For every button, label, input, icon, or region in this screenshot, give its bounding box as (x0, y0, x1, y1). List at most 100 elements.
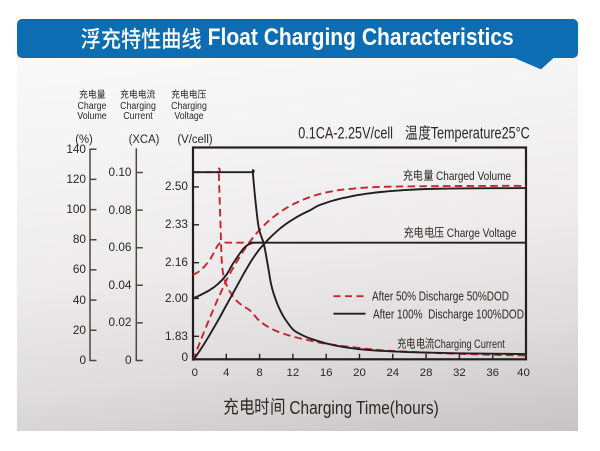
cjk-glyph-流 (146, 89, 155, 99)
cjk-glyph-电 (180, 89, 189, 99)
axis-header-charge-volume-en1: Charge (77, 100, 107, 112)
curve-label-charged-volume: Charged Volume (403, 169, 511, 183)
cjk-glyph-性 (141, 27, 161, 49)
voltage-tick-2.16: 2.16 (165, 255, 188, 270)
cjk-glyph-电 (240, 397, 254, 415)
plot-inner-ticks (193, 186, 494, 360)
percent-tick-60: 60 (72, 262, 86, 277)
cjk-glyph-度 (418, 124, 431, 140)
x-tick-0: 0 (191, 366, 198, 379)
xca-tick-0.02: 0.02 (108, 315, 132, 330)
voltage-tick-0: 0 (181, 350, 188, 365)
cjk-glyph-量 (423, 170, 433, 181)
x-axis-title: Charging Time(hours) (223, 397, 439, 419)
legend-label-50dod: After 50% Discharge 50%DOD (371, 288, 509, 304)
cjk-glyph-电 (407, 337, 415, 349)
cjk-glyph-线 (182, 27, 202, 49)
x-tick-4: 4 (223, 366, 230, 379)
curve-charge-voltage-100dod (192, 241, 526, 300)
cjk-glyph-电 (416, 337, 424, 349)
axis-header-charging-voltage-en1: Charging (170, 100, 207, 112)
title-banner: Float Charging Characteristics (17, 19, 578, 58)
axis-header-charging-current-zh (120, 89, 156, 102)
x-tick-12: 12 (286, 366, 300, 379)
x-tick-28: 28 (419, 366, 433, 379)
voltage-tick-2.50: 2.50 (165, 179, 188, 194)
legend-label-100dod: After 100% Discharge 100%DOD (372, 306, 524, 322)
cjk-glyph-电 (424, 226, 434, 238)
cjk-glyph-电 (88, 89, 97, 99)
axis-header-charge-volume-en2: Volume (77, 111, 107, 123)
page-title: Float Charging Characteristics (52, 19, 543, 58)
percent-tick-100: 100 (66, 202, 86, 217)
cjk-glyph-电 (189, 89, 197, 99)
banner-tail-shape (513, 57, 554, 69)
cjk-glyph-充 (101, 27, 121, 50)
xca-tick-0: 0 (124, 353, 132, 367)
axis-unit-vcell: (V/cell) (176, 131, 213, 146)
cjk-glyph-温 (405, 124, 418, 140)
axis-unit-percent: (%) (74, 131, 93, 146)
xca-tick-0.08: 0.08 (108, 202, 132, 217)
axis-header-charging-voltage: Charging Voltage (170, 89, 207, 123)
condition-temperature: Temperature25°C (405, 124, 530, 143)
cjk-glyph-浮 (81, 27, 100, 49)
test-condition: 0.1CA-2.25V/cell Temperature25°C (298, 124, 530, 143)
axis-header-charging-voltage-zh (171, 89, 207, 102)
percent-tick-20: 20 (72, 322, 86, 337)
curve-charging-current-50dod (193, 167, 527, 357)
axis-header-charging-current-en2: Current (122, 111, 153, 123)
cjk-glyph-压 (197, 89, 206, 99)
cjk-glyph-电 (138, 89, 146, 99)
x-tick-20: 20 (353, 366, 366, 379)
percent-axis (89, 148, 97, 362)
axis-header-charge-volume: Charge Volume (77, 89, 107, 123)
x-tick-16: 16 (319, 366, 333, 379)
voltage-tick-2.00: 2.00 (165, 290, 188, 305)
cjk-glyph-充 (224, 397, 239, 416)
percent-tick-0: 0 (79, 353, 86, 367)
xca-tick-0.04: 0.04 (108, 277, 132, 292)
cjk-glyph-充 (79, 89, 88, 99)
cjk-glyph-曲 (163, 27, 180, 49)
xca-tick-0.10: 0.10 (108, 165, 132, 179)
axis-header-charging-voltage-en2: Voltage (173, 111, 204, 123)
cjk-glyph-充 (120, 89, 129, 99)
cjk-glyph-时 (255, 398, 270, 415)
percent-tick-80: 80 (72, 232, 86, 247)
cjk-glyph-电 (129, 89, 138, 99)
cjk-glyph-电 (414, 226, 423, 238)
axis-unit-xca: (XCA) (128, 131, 160, 146)
cjk-glyph-间 (271, 398, 284, 415)
condition-rate-voltage: 0.1CA-2.25V/cell (298, 123, 393, 142)
x-tick-8: 8 (256, 366, 263, 379)
curve-charged-volume-50dod (192, 184, 527, 361)
percent-tick-140: 140 (66, 141, 86, 156)
percent-tick-120: 120 (66, 171, 86, 186)
cjk-glyph-充 (403, 169, 413, 182)
curve-charging-current-100dod (193, 169, 527, 356)
axis-header-charge-volume-zh (77, 89, 106, 102)
percent-tick-40: 40 (72, 292, 86, 307)
x-tick-36: 36 (486, 366, 500, 379)
xca-tick-0.06: 0.06 (108, 240, 132, 255)
chart-card (17, 20, 578, 431)
x-tick-24: 24 (386, 366, 400, 379)
cjk-glyph-流 (424, 337, 434, 349)
curve-label-charge-voltage: Charge Voltage (403, 226, 516, 240)
axis-header-charging-current-en1: Charging (119, 100, 156, 112)
cjk-glyph-量 (96, 89, 105, 99)
banner-tail-pointer (513, 57, 554, 69)
cjk-glyph-压 (433, 227, 444, 238)
curve-label-charging-current: Charging Current (397, 337, 504, 351)
cjk-glyph-充 (397, 337, 406, 350)
cjk-glyph-充 (403, 226, 413, 239)
cjk-glyph-特 (121, 27, 141, 49)
curve-charged-volume-100dod (192, 187, 527, 362)
xca-axis (135, 148, 143, 362)
x-tick-40: 40 (517, 366, 530, 379)
curve-charge-voltage-50dod (192, 241, 255, 276)
axis-header-charging-current: Charging Current (119, 89, 156, 123)
cjk-glyph-充 (171, 89, 180, 99)
